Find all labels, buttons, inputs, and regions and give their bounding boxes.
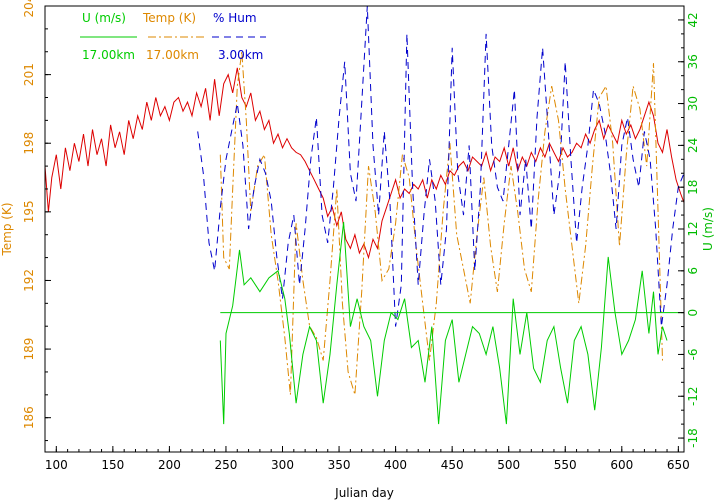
x-tick-label: 250	[215, 458, 238, 472]
series-layer	[45, 6, 684, 425]
y-right-tick-label: -6	[686, 348, 700, 360]
y-right-tick-label: 24	[686, 138, 700, 153]
x-tick-label: 450	[441, 458, 464, 472]
series-line-hum	[197, 6, 684, 327]
y-right-tick-label: -12	[686, 386, 700, 406]
y-left-tick-label: 186	[22, 406, 36, 429]
y-right-tick-label: 30	[686, 96, 700, 111]
series-line-temp	[45, 67, 684, 260]
x-tick-label: 300	[271, 458, 294, 472]
legend-height-temp_dashdot: 17.00km	[146, 48, 199, 62]
legend-name-wind: U (m/s)	[82, 11, 126, 25]
x-tick-label: 200	[158, 458, 181, 472]
x-tick-label: 350	[328, 458, 351, 472]
x-tick-label: 400	[384, 458, 407, 472]
legend-height-wind: 17.00km	[82, 48, 135, 62]
series-line-wind	[219, 221, 668, 425]
y-right-tick-label: 6	[686, 267, 700, 275]
y-right-tick-label: 0	[686, 309, 700, 317]
y-axis-label-right: U (m/s)	[701, 207, 715, 251]
y-right-tick-label: -18	[686, 428, 700, 448]
x-axis-label: Julian day	[334, 486, 394, 500]
plot-frame	[44, 5, 685, 453]
y-left-tick-label: 192	[22, 269, 36, 292]
x-tick-label: 650	[667, 458, 690, 472]
y-right-tick-label: 42	[686, 12, 700, 27]
y-right-tick-label: 18	[686, 180, 700, 195]
x-tick-label: 150	[101, 458, 124, 472]
x-tick-label: 500	[497, 458, 520, 472]
y-axis-label-left: Temp (K)	[0, 202, 14, 256]
y-right-tick-label: 12	[686, 221, 700, 236]
legend: U (m/s) 17.00km Temp (K) 17.00km % Hum 3.00km	[80, 11, 266, 62]
y-left-tick-label: 201	[22, 63, 36, 86]
x-tick-label: 550	[554, 458, 577, 472]
legend-height-hum: 3.00km	[218, 48, 263, 62]
x-tick-label: 100	[45, 458, 68, 472]
y-right-tick-label: 36	[686, 54, 700, 69]
y-left-tick-label: 204	[22, 0, 36, 17]
legend-name-hum: % Hum	[213, 11, 257, 25]
x-tick-label: 600	[610, 458, 633, 472]
y-left-tick-label: 195	[22, 200, 36, 223]
legend-name-temp_dashdot: Temp (K)	[142, 11, 196, 25]
y-left-tick-label: 198	[22, 132, 36, 155]
y-left-tick-label: 189	[22, 338, 36, 361]
series-line-temp_dashdot	[219, 51, 663, 395]
